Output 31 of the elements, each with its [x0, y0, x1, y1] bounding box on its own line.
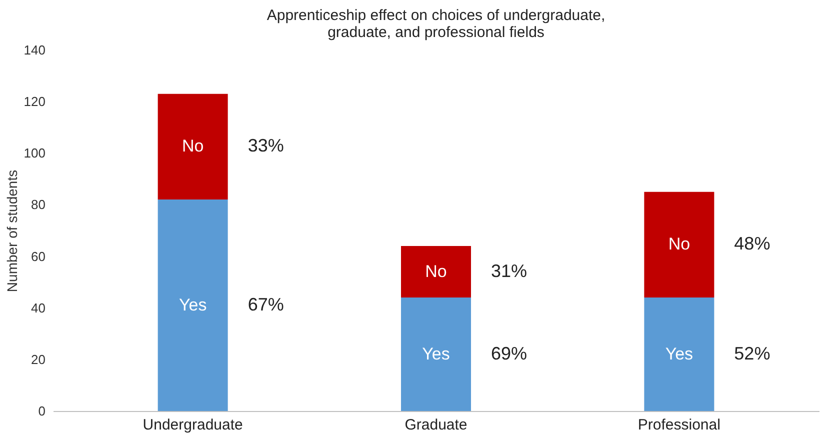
x-tick-label: Undergraduate [142, 416, 243, 434]
bar [401, 298, 471, 411]
bar [644, 298, 714, 411]
annotation: 33% [248, 136, 284, 156]
y-tick-label: 80 [31, 197, 46, 212]
annotation: 48% [734, 234, 770, 254]
annotation: 69% [491, 343, 528, 364]
y-tick-label: 0 [38, 404, 46, 418]
x-tick-label: Professional [638, 416, 720, 434]
series-label: Yes [178, 295, 207, 314]
y-tick-label: 120 [24, 94, 46, 110]
y-tick-label: 20 [31, 352, 46, 367]
bar [644, 192, 714, 298]
x-tick-label: Graduate [404, 416, 468, 434]
series-label: No [425, 262, 447, 281]
y-tick-label: 60 [31, 248, 46, 264]
bar [401, 246, 471, 298]
annotation: 31% [491, 260, 528, 281]
annotation: 52% [734, 343, 770, 364]
bar [158, 94, 228, 200]
text: No [182, 136, 204, 156]
text: Yes [422, 344, 450, 364]
chart-title: Apprenticeship effect on choices of undergraduate, graduate, and professional fields [266, 7, 606, 41]
y-axis-title: Number of students [4, 170, 20, 292]
text: No [668, 234, 690, 254]
y-tick-label: 140 [24, 42, 46, 58]
y-tick-label: 40 [31, 300, 46, 316]
annotation: 67% [248, 294, 284, 314]
text: Yes [665, 344, 694, 364]
y-tick-label: 100 [24, 146, 46, 161]
bar [158, 200, 228, 411]
